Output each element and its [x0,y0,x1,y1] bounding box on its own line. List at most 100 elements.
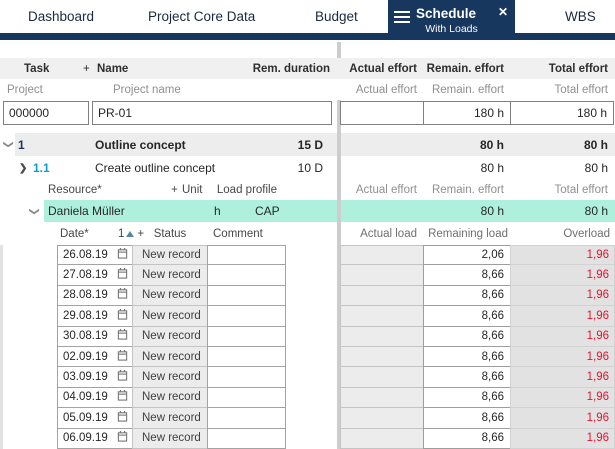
expand-chevron-icon[interactable]: ❯ [19,162,28,174]
remaining-load-field[interactable]: 8,66 [423,386,511,409]
date-field[interactable]: 26.08.19 [57,245,133,266]
task-row-1-1[interactable]: ❯ 1.1 Create outline concept 10 D 80 h 8… [0,156,615,180]
tab-wbs[interactable]: WBS [565,0,596,33]
tab-label: Dashboard [28,9,95,24]
resource-total-effort[interactable]: 80 h [584,204,608,218]
task-remain-effort[interactable]: 80 h [479,137,504,152]
comment-field[interactable] [207,245,286,266]
sort-indicator[interactable]: 1 + [118,227,145,240]
collapse-chevron-icon[interactable]: ❯ [2,140,14,149]
load-row: 05.09.19 New record [0,407,615,429]
comment-field[interactable] [207,366,286,388]
date-field[interactable]: 03.09.19 [57,366,133,388]
add-task-button[interactable]: + [83,62,90,75]
date-field[interactable]: 28.08.19 [57,284,133,307]
comment-field[interactable] [207,325,286,347]
comment-field[interactable] [207,427,286,449]
load-rows: 26.08.19 New record [0,245,615,449]
col-unit: Unit [182,184,203,196]
comment-field[interactable] [207,264,286,286]
overload-cell: 1,96 [510,407,615,429]
calendar-icon[interactable] [117,431,128,446]
date-field[interactable]: 29.08.19 [57,305,133,327]
date-field[interactable]: 06.09.19 [57,427,133,449]
overload-value: 1,96 [586,269,609,282]
task-remain-effort[interactable]: 80 h [480,161,504,175]
date-field[interactable]: 05.09.19 [57,407,133,429]
project-subheader: Project Project name Actual effort Remai… [0,79,615,100]
date-field[interactable]: 02.09.19 [57,345,133,368]
date-field[interactable]: 04.09.19 [57,386,133,409]
col-name: Name [97,62,129,75]
comment-field[interactable] [207,386,286,409]
comment-field[interactable] [207,407,286,429]
remaining-load-value: 2,06 [481,249,504,262]
close-icon[interactable]: ✕ [497,5,508,19]
comment-field[interactable] [207,284,286,307]
resource-actual-effort[interactable] [340,200,424,222]
project-actual-effort-field[interactable] [340,101,424,125]
calendar-icon[interactable] [117,288,128,303]
calendar-icon[interactable] [117,349,128,364]
task-row-1[interactable]: ❯ 1 Outline concept 15 D 80 h 80 h [0,133,615,156]
actual-load-cell [340,366,424,388]
col-remain-effort: Remain. effort [431,83,504,96]
overload-value: 1,96 [586,309,609,322]
task-total-effort[interactable]: 80 h [583,137,608,152]
remaining-load-field[interactable]: 8,66 [423,345,511,368]
remaining-load-value: 8,66 [481,391,504,404]
resource-unit[interactable]: h [214,204,221,218]
project-total-effort-field[interactable]: 180 h [510,101,614,125]
calendar-icon[interactable] [117,410,128,425]
task-total-effort[interactable]: 80 h [584,161,608,175]
calendar-icon[interactable] [117,370,128,385]
calendar-icon[interactable] [117,268,128,283]
load-row: 06.09.19 New record [0,427,615,449]
tab-label: Project Core Data [148,9,256,24]
remaining-load-field[interactable]: 8,66 [423,305,511,327]
calendar-icon[interactable] [117,248,128,263]
load-row: 26.08.19 New record [0,245,615,266]
add-load-button[interactable]: + [137,227,145,240]
calendar-icon[interactable] [117,390,128,405]
comment-field[interactable] [207,345,286,368]
resource-row[interactable]: ❯ Daniela Müller h CAP 80 h 80 h [0,200,615,222]
resource-remain-effort[interactable]: 80 h [480,204,504,218]
task-rem-duration[interactable]: 15 D [297,137,323,152]
collapse-chevron-icon[interactable]: ❯ [28,206,40,216]
status-cell: New record [132,245,208,266]
remaining-load-field[interactable]: 2,06 [423,245,511,266]
calendar-icon[interactable] [117,329,128,344]
tab-budget[interactable]: Budget [315,0,358,33]
remaining-load-field[interactable]: 8,66 [423,264,511,286]
project-remain-effort-field[interactable]: 180 h [423,101,511,125]
resource-header: Resource* + Unit Load profile Actual eff… [0,180,615,200]
remaining-load-field[interactable]: 8,66 [423,427,511,449]
remaining-load-field[interactable]: 8,66 [423,366,511,388]
date-field[interactable]: 30.08.19 [57,325,133,347]
task-name[interactable]: Outline concept [95,137,186,152]
task-actual-effort[interactable] [340,133,424,156]
project-id-field[interactable]: 000000 [3,101,89,125]
calendar-icon[interactable] [117,308,128,323]
task-actual-effort[interactable] [340,156,424,180]
task-name[interactable]: Create outline concept [95,161,216,175]
remaining-load-field[interactable]: 8,66 [423,407,511,429]
resource-name[interactable]: Daniela Müller [48,204,125,218]
project-name-field[interactable]: PR-01 [92,101,332,125]
remaining-load-field[interactable]: 8,66 [423,284,511,307]
comment-field[interactable] [207,305,286,327]
add-resource-button[interactable]: + [171,184,178,196]
project-row: 000000 PR-01 180 h 180 h [0,100,615,126]
remaining-load-field[interactable]: 8,66 [423,325,511,347]
status-cell: New record [132,427,208,449]
tab-schedule-active[interactable]: Schedule ✕ With Loads [388,0,515,40]
menu-icon[interactable] [394,11,410,23]
resource-load-profile[interactable]: CAP [255,204,280,218]
tab-dashboard[interactable]: Dashboard [28,0,94,33]
tab-project-core-data[interactable]: Project Core Data [148,0,255,33]
date-field[interactable]: 27.08.19 [57,264,133,286]
task-rem-duration[interactable]: 10 D [297,161,323,175]
status-cell: New record [132,325,208,347]
overload-value: 1,96 [586,411,609,424]
